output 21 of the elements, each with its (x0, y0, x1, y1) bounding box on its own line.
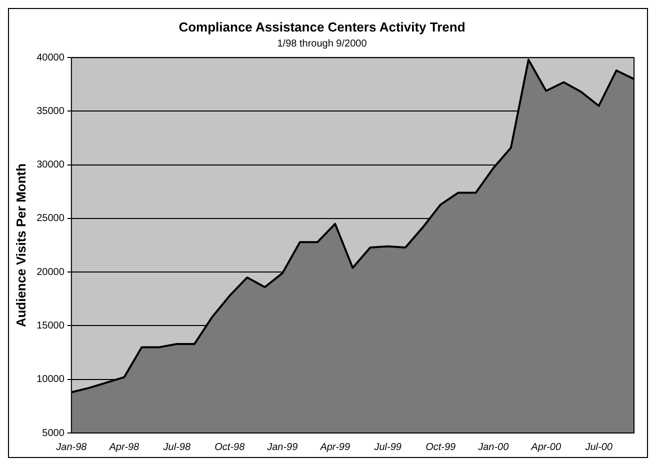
x-tick-label: Jan-00 (477, 442, 510, 453)
x-tick-label: Oct-99 (426, 442, 456, 453)
x-tick-label: Apr-99 (319, 442, 350, 453)
y-tick-label: 5000 (42, 428, 65, 439)
x-tick-label: Apr-98 (108, 442, 140, 453)
x-tick-label: Oct-98 (214, 442, 246, 453)
y-tick-label: 30000 (36, 160, 65, 171)
y-tick-label: 20000 (36, 266, 65, 278)
x-tick-label: Jan-98 (55, 442, 88, 453)
x-tick-label: Jul-00 (584, 442, 613, 453)
x-tick-label: Jan-99 (266, 442, 298, 453)
x-tick-label: Jul-98 (162, 442, 191, 453)
x-tick-label: Apr-00 (530, 442, 562, 453)
y-axis-title: Audience Visits Per Month (13, 163, 28, 328)
chart-title: Compliance Assistance Centers Activity Trend (178, 19, 466, 34)
x-tick-label: Jul-99 (373, 442, 402, 453)
y-tick-label: 40000 (36, 52, 65, 64)
y-tick-label: 35000 (36, 106, 65, 117)
y-tick-label: 15000 (36, 320, 65, 332)
y-tick-label: 25000 (36, 213, 65, 224)
y-tick-label: 10000 (36, 374, 65, 386)
